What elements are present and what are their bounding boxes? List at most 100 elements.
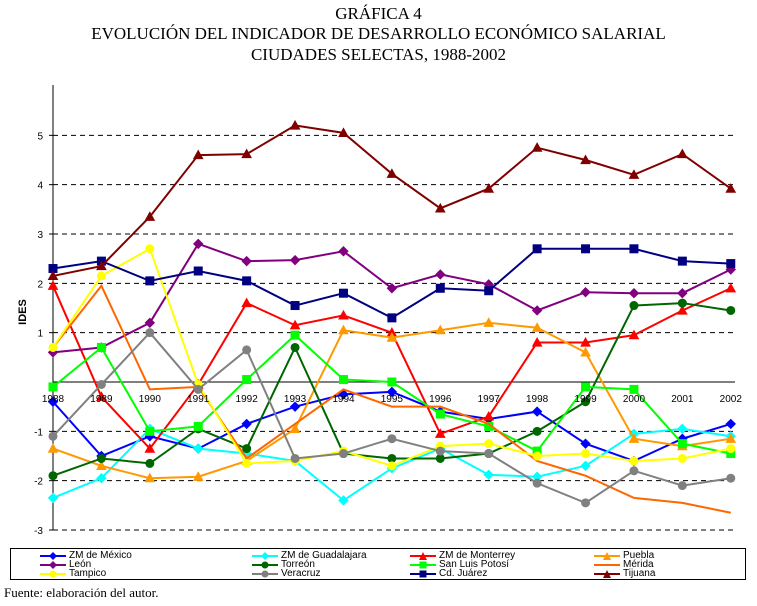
- data-point-zm-de-monterrey: [47, 280, 59, 290]
- data-point-zm-de-guadalajara: [338, 495, 349, 506]
- data-point-leon: [193, 238, 204, 250]
- x-tick-label: 1993: [284, 394, 307, 405]
- data-point-torreon: [96, 453, 106, 463]
- data-point-cd-juarez: [484, 286, 494, 296]
- data-point-zm-de-guadalajara: [580, 460, 591, 472]
- data-point-cd-juarez: [290, 301, 300, 311]
- data-point-puebla: [47, 443, 59, 453]
- legend-label: ZM de México: [69, 550, 132, 561]
- data-point-zm-de-monterrey: [580, 337, 591, 347]
- data-point-zm-de-mexico: [725, 418, 736, 430]
- legend-swatch: [252, 561, 278, 569]
- data-point-zm-de-guadalajara: [193, 443, 204, 454]
- data-point-tampico: [484, 439, 494, 449]
- data-point-zm-de-mexico: [289, 401, 301, 412]
- x-tick-label: 2001: [671, 394, 694, 405]
- data-point-veracruz: [532, 478, 542, 488]
- data-point-puebla: [192, 471, 204, 481]
- data-point-tampico: [726, 444, 736, 454]
- data-point-torreon: [532, 426, 542, 436]
- data-point-zm-de-mexico: [241, 418, 252, 430]
- data-point-cd-juarez: [629, 244, 639, 254]
- data-point-cd-juarez: [193, 266, 203, 276]
- data-point-torreon: [581, 397, 591, 407]
- legend-swatch: [410, 552, 436, 560]
- data-point-puebla: [289, 423, 301, 433]
- legend-label: Veracruz: [281, 568, 321, 579]
- data-point-tijuana: [47, 270, 59, 281]
- data-point-tampico: [677, 453, 687, 463]
- data-point-cd-juarez: [726, 259, 736, 269]
- data-point-tijuana: [96, 260, 107, 271]
- data-point-zm-de-monterrey: [289, 319, 301, 330]
- legend-label: Puebla: [623, 550, 655, 561]
- data-point-tampico: [387, 461, 397, 471]
- legend-swatch: [594, 570, 620, 578]
- series-line-zm-de-monterrey: [52, 285, 732, 451]
- data-point-san-luis-potosi: [290, 330, 300, 340]
- legend-label: León: [69, 559, 92, 570]
- legend-label: ZM de Guadalajara: [281, 550, 367, 561]
- data-point-tijuana: [677, 148, 688, 159]
- legend-swatch: [252, 552, 278, 560]
- data-point-puebla: [483, 317, 495, 327]
- data-point-veracruz: [290, 453, 300, 463]
- y-tick-label: 5: [37, 131, 43, 142]
- legend-swatch: [40, 570, 66, 578]
- data-point-zm-de-mexico: [580, 438, 591, 449]
- legend-label: Torreón: [281, 559, 315, 570]
- data-point-torreon: [242, 444, 252, 454]
- x-tick-label: 1990: [139, 394, 162, 405]
- data-point-torreon: [435, 453, 445, 463]
- data-point-veracruz: [338, 449, 348, 459]
- chart-heading-number: GRÁFICA 4: [335, 4, 422, 23]
- data-point-san-luis-potosi: [96, 342, 106, 352]
- data-point-cd-juarez: [387, 313, 397, 323]
- data-point-zm-de-guadalajara: [96, 472, 107, 484]
- data-point-cd-juarez: [581, 244, 591, 254]
- x-tick-label: 1991: [187, 394, 210, 405]
- data-point-tijuana: [386, 168, 398, 178]
- legend-label: Cd. Juárez: [439, 568, 488, 579]
- data-point-tijuana: [338, 127, 349, 137]
- data-point-tijuana: [241, 148, 252, 159]
- data-point-cd-juarez: [435, 283, 445, 293]
- data-point-torreon: [726, 305, 736, 315]
- data-point-tampico: [48, 342, 58, 352]
- data-point-zm-de-guadalajara: [483, 469, 494, 480]
- data-point-puebla: [338, 324, 349, 335]
- x-tick-label: 1989: [90, 394, 113, 405]
- y-tick-label: -2: [34, 477, 43, 488]
- legend-swatch: [40, 561, 66, 569]
- data-point-zm-de-monterrey: [434, 428, 446, 438]
- x-tick-label: 1998: [526, 394, 549, 405]
- data-point-san-luis-potosi: [242, 375, 252, 385]
- data-point-zm-de-monterrey: [677, 304, 688, 315]
- data-point-san-luis-potosi: [193, 421, 203, 431]
- data-point-leon: [144, 317, 156, 329]
- data-point-tijuana: [144, 211, 156, 221]
- y-tick-label: 2: [37, 279, 43, 290]
- data-point-puebla: [144, 472, 156, 483]
- data-point-san-luis-potosi: [338, 375, 348, 385]
- data-point-tampico: [629, 456, 639, 466]
- data-point-veracruz: [581, 498, 591, 508]
- data-point-san-luis-potosi: [581, 382, 591, 392]
- data-point-san-luis-potosi: [145, 426, 155, 436]
- data-point-veracruz: [242, 345, 252, 355]
- data-point-cd-juarez: [532, 244, 542, 254]
- data-point-veracruz: [677, 481, 687, 491]
- data-point-tijuana: [628, 169, 640, 179]
- y-tick-label: 3: [37, 230, 43, 241]
- data-point-torreon: [290, 342, 300, 352]
- data-point-torreon: [629, 301, 639, 311]
- data-point-veracruz: [484, 449, 494, 459]
- data-point-puebla: [434, 324, 446, 335]
- chart-title: EVOLUCIÓN DEL INDICADOR DE DESARROLLO EC…: [91, 24, 666, 43]
- data-point-leon: [531, 305, 543, 316]
- legend-swatch: [594, 564, 620, 566]
- data-point-leon: [677, 287, 688, 299]
- data-point-tijuana: [483, 183, 495, 193]
- data-point-tampico: [532, 451, 542, 461]
- data-point-san-luis-potosi: [435, 409, 445, 419]
